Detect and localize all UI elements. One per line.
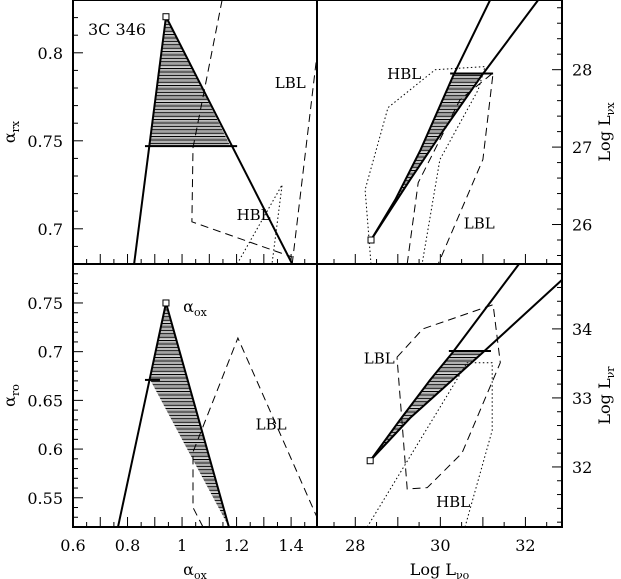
x-tick-label: 0.6	[60, 536, 85, 555]
lbl-dashed-contour	[191, 0, 293, 258]
model-solid-line	[370, 0, 491, 241]
model-solid-line	[369, 279, 562, 462]
lbl-dashed-contour	[406, 71, 494, 264]
y-tick-label: 0.65	[27, 391, 63, 410]
panel-frame	[72, 263, 318, 528]
y-tick-label: 32	[572, 458, 592, 477]
hbl-dotted-contour	[236, 184, 283, 264]
panel-tl: 0.7 0.75 0.8 LBL HBL αox αrx	[0, 0, 318, 319]
panel-frame	[316, 263, 563, 528]
y-tick-label: 34	[572, 320, 592, 339]
x-axis-title: αox	[183, 297, 207, 319]
x-tick-label: 32	[515, 536, 535, 555]
y-tick-label: 28	[572, 61, 592, 80]
x-axis-title: Log Lνo	[410, 560, 470, 579]
source-marker	[366, 457, 374, 465]
y-tick-label: 0.55	[27, 489, 63, 508]
lbl-dashed-contour	[192, 336, 317, 527]
x-tick-label: 0.8	[115, 536, 140, 555]
panel-content	[133, 0, 317, 264]
panel-tr: 26 27 28 HBL LBL Log Lνx	[316, 0, 617, 265]
region-label-lbl: LBL	[256, 416, 287, 434]
panel-content	[366, 264, 562, 527]
region-label-lbl: LBL	[275, 74, 306, 92]
panel-bl: 0.6 0.8 1 1.2 1.4 0.55 0.6 0.65 0.7 0.75 LBL αox αro	[0, 263, 318, 579]
source-marker	[367, 236, 375, 244]
y-axis-title: αrx	[0, 120, 22, 143]
model-solid-line	[369, 264, 520, 462]
source-label: 3C 346	[88, 20, 147, 39]
model-solid-line	[370, 0, 540, 241]
panel-br: 28 30 32 32 33 34 LBL HBL Log Lνo Log Lνr	[316, 263, 617, 579]
region-label-hbl: HBL	[237, 206, 271, 224]
hbl-dotted-contour	[364, 66, 486, 264]
region-label-hbl: HBL	[387, 65, 421, 83]
y-tick-label: 0.75	[27, 132, 63, 151]
hatched-region	[148, 16, 231, 147]
x-tick-label: 28	[345, 536, 365, 555]
region-label-hbl: HBL	[436, 493, 470, 511]
region-label-lbl: LBL	[364, 349, 395, 367]
panel-content	[117, 299, 317, 527]
y-tick-label: 0.7	[38, 220, 63, 239]
y-tick-label: 33	[572, 389, 592, 408]
hatched-region	[150, 303, 229, 527]
panel-content	[364, 0, 540, 264]
y-tick-label: 0.6	[38, 440, 63, 459]
y-tick-label: 26	[572, 216, 592, 235]
y-axis-title: αro	[0, 384, 22, 407]
x-axis-title: αox	[183, 560, 207, 579]
y-tick-label: 27	[572, 138, 592, 157]
y-tick-label: 0.7	[38, 343, 63, 362]
x-tick-label: 30	[430, 536, 450, 555]
model-solid-line	[133, 16, 167, 264]
model-solid-line	[165, 16, 294, 264]
lbl-dashed-contour	[396, 304, 501, 490]
y-axis-title: Log Lνx	[595, 102, 617, 162]
region-label-lbl: LBL	[464, 214, 495, 232]
x-tick-label: 1.4	[278, 536, 303, 555]
x-tick-label: 1.2	[224, 536, 249, 555]
y-tick-label: 0.8	[38, 44, 63, 63]
hbl-dotted-contour	[366, 362, 493, 527]
y-tick-label: 0.75	[27, 294, 63, 313]
model-solid-line	[165, 302, 230, 527]
lbl-dashed-contour	[291, 54, 317, 264]
x-tick-label: 1	[177, 536, 187, 555]
y-axis-title: Log Lνr	[595, 366, 617, 425]
model-solid-line	[117, 302, 167, 527]
source-marker	[162, 299, 170, 307]
source-marker	[162, 13, 170, 21]
